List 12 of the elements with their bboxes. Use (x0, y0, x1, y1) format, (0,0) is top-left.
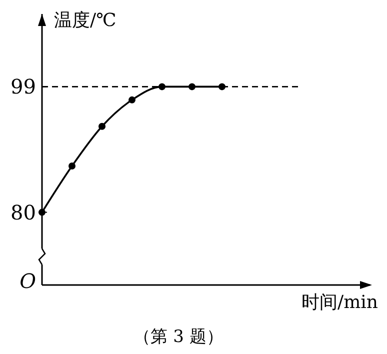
point (68, 162, 76, 170)
y-tick-label: 99 (10, 74, 36, 99)
y-axis-title: 温度/℃ (54, 10, 116, 31)
point (128, 96, 136, 104)
point (98, 122, 106, 130)
point (158, 83, 166, 90)
point (188, 83, 196, 90)
annotation: O (20, 269, 36, 293)
x-axis-title: 时间/min (302, 292, 378, 313)
text: （第 3 题） (134, 327, 224, 347)
point (218, 83, 226, 90)
y-tick-label: 80 (10, 200, 36, 224)
